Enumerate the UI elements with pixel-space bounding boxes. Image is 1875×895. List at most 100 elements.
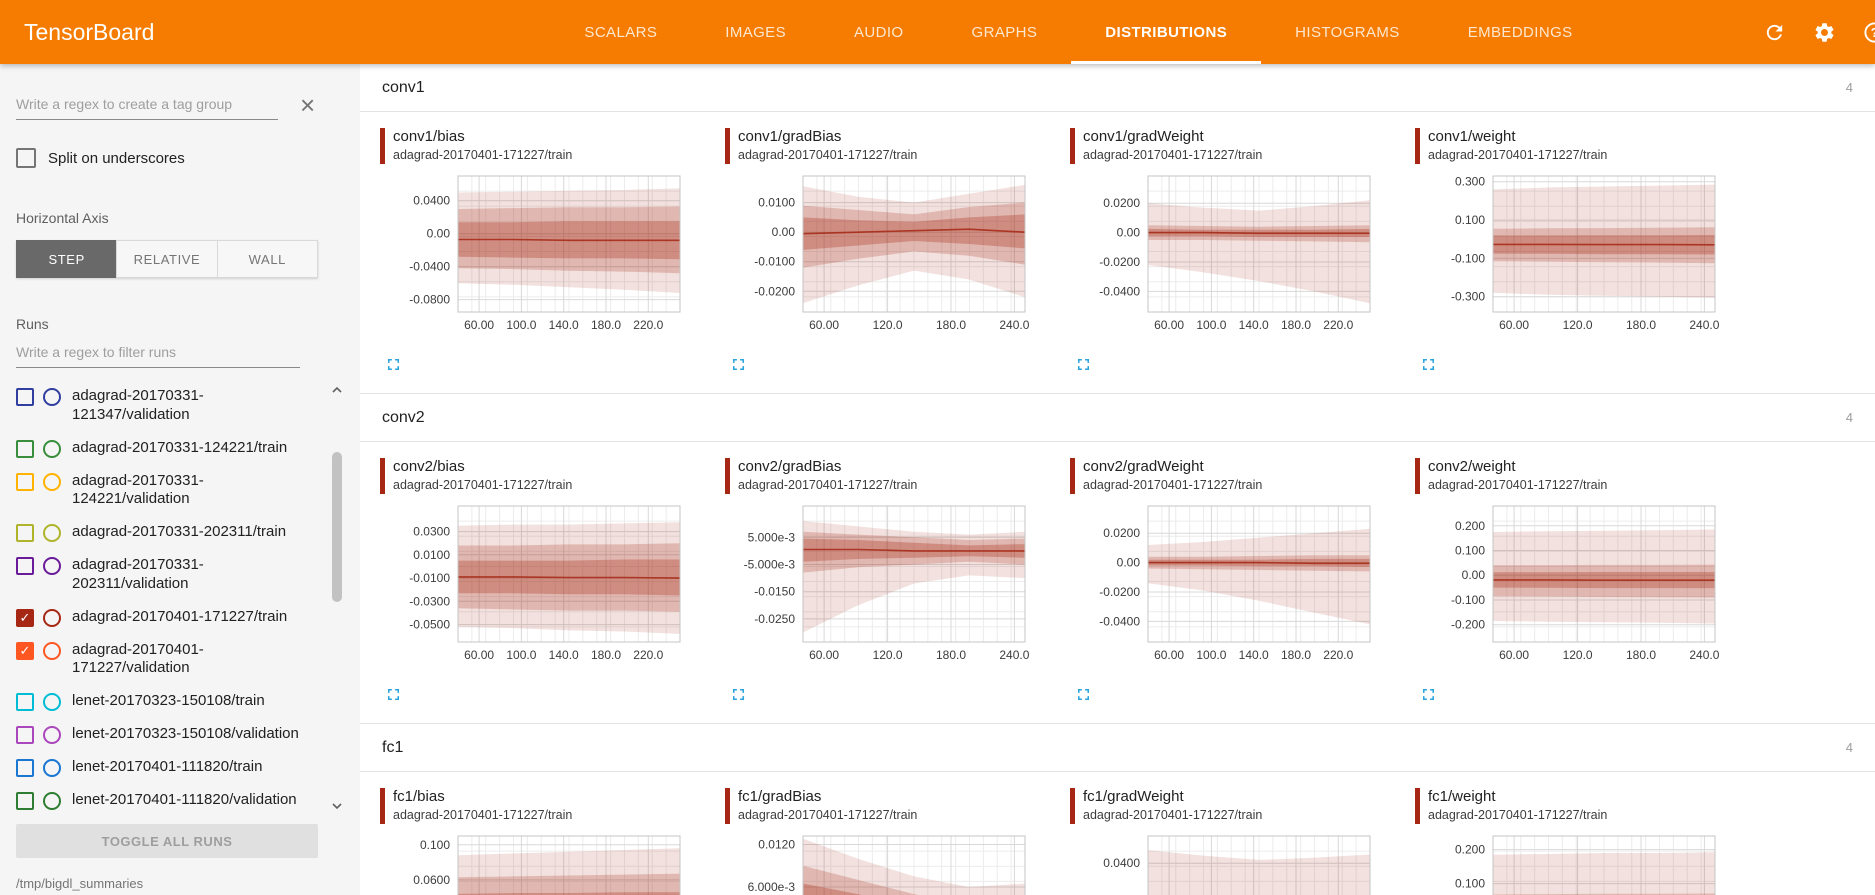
run-checkbox[interactable] <box>16 792 34 810</box>
settings-icon[interactable] <box>1813 20 1837 44</box>
section-header-conv1[interactable]: conv1 4 <box>360 64 1875 112</box>
tab-distributions[interactable]: DISTRIBUTIONS <box>1071 0 1262 64</box>
svg-text:0.00: 0.00 <box>1462 568 1486 582</box>
svg-text:-0.0100: -0.0100 <box>754 255 795 269</box>
expand-chart-button[interactable] <box>729 355 749 375</box>
run-row[interactable]: adagrad-20170331-202311/train <box>16 516 326 549</box>
run-row[interactable]: adagrad-20170331-202311/validation <box>16 549 326 601</box>
expand-chart-button[interactable] <box>1074 685 1094 705</box>
run-checkbox[interactable] <box>16 524 34 542</box>
axis-mode-wall-button[interactable]: WALL <box>216 240 318 278</box>
scroll-up-icon[interactable] <box>331 382 343 393</box>
section-fc1: fc1 4 fc1/bias adagrad-20170401-171227/trai… <box>360 724 1875 895</box>
run-checkbox[interactable] <box>16 726 34 744</box>
distribution-plot[interactable]: 0.0100 0.00 -0.0100 -0.0200 60.00 120.0 180.0 2… <box>725 170 1035 342</box>
chart-run-name: adagrad-20170401-171227/train <box>738 148 918 162</box>
svg-text:0.100: 0.100 <box>420 838 450 852</box>
svg-text:180.0: 180.0 <box>1281 318 1311 332</box>
tab-audio[interactable]: AUDIO <box>854 23 904 41</box>
run-radio[interactable] <box>43 472 61 491</box>
distribution-plot[interactable]: 5.000e-3 -5.000e-3 -0.0150 -0.0250 60.00 120.… <box>725 500 1035 672</box>
svg-text:60.00: 60.00 <box>464 648 494 662</box>
run-radio[interactable] <box>43 759 61 777</box>
run-row[interactable]: lenet-20170401-111820/validation <box>16 784 326 810</box>
expand-chart-button[interactable] <box>1074 355 1094 375</box>
distribution-plot[interactable]: 0.04000.00-0.040060.00100.0140.0180.0220… <box>1070 830 1380 895</box>
distribution-plot[interactable]: 0.0200 0.00 -0.0200 -0.0400 60.00 100.0 140.0 1… <box>1070 500 1380 672</box>
fullscreen-icon <box>1422 688 1435 701</box>
run-row[interactable]: lenet-20170323-150108/validation <box>16 718 326 751</box>
runs-scrollbar[interactable] <box>330 380 344 810</box>
distribution-plot[interactable]: 0.1000.06000.0200-0.020060.00100.0140.01… <box>380 830 690 895</box>
horizontal-axis-selector: STEP RELATIVE WALL <box>16 240 318 278</box>
tab-embeddings[interactable]: EMBEDDINGS <box>1467 23 1573 41</box>
run-row[interactable]: ✓ adagrad-20170401-171227/train <box>16 601 326 634</box>
toggle-all-runs-button[interactable]: TOGGLE ALL RUNS <box>16 824 318 858</box>
scroll-down-icon[interactable] <box>331 798 343 810</box>
help-icon[interactable]: ? <box>1863 20 1875 44</box>
run-checkbox[interactable] <box>16 388 34 406</box>
svg-text:140.0: 140.0 <box>1239 318 1269 332</box>
svg-text:100.0: 100.0 <box>506 648 536 662</box>
split-on-underscores-checkbox[interactable] <box>16 148 36 168</box>
run-row[interactable]: adagrad-20170331-124221/train <box>16 432 326 465</box>
svg-text:0.00: 0.00 <box>772 225 796 239</box>
expand-chart-button[interactable] <box>384 685 404 705</box>
run-radio[interactable] <box>43 641 61 660</box>
run-radio[interactable] <box>43 726 61 744</box>
run-radio[interactable] <box>43 792 61 810</box>
run-row[interactable]: lenet-20170401-111820/train <box>16 751 326 784</box>
run-checkbox[interactable] <box>16 693 34 711</box>
tag-regex-input[interactable] <box>16 90 278 120</box>
run-radio[interactable] <box>43 608 61 627</box>
run-radio[interactable] <box>43 388 61 406</box>
distribution-plot[interactable]: 0.0400 0.00 -0.0400 -0.0800 60.00 100.0 140.0 1… <box>380 170 690 342</box>
svg-text:0.100: 0.100 <box>1455 877 1485 891</box>
clear-tag-regex-button[interactable]: × <box>300 90 316 120</box>
run-filter-input[interactable] <box>16 338 300 368</box>
refresh-icon[interactable] <box>1763 20 1787 44</box>
tab-scalars[interactable]: SCALARS <box>584 23 658 41</box>
run-row[interactable]: lenet-20170323-150108/train <box>16 685 326 718</box>
tab-graphs[interactable]: GRAPHS <box>971 23 1038 41</box>
section-header-fc1[interactable]: fc1 4 <box>360 724 1875 772</box>
distribution-plot[interactable]: 0.0300 0.0100 -0.0100 -0.0300 -0.0500 60.00 10… <box>380 500 690 672</box>
run-checkbox[interactable] <box>16 439 34 458</box>
scrollbar-thumb[interactable] <box>332 452 342 602</box>
svg-text:-0.0800: -0.0800 <box>409 293 450 307</box>
section-header-conv2[interactable]: conv2 4 <box>360 394 1875 442</box>
svg-text:0.0300: 0.0300 <box>413 525 450 539</box>
run-checkbox[interactable] <box>16 472 34 491</box>
run-row[interactable]: ✓ adagrad-20170401-171227/validation <box>16 634 326 686</box>
plot-wrap: 0.0100 0.00 -0.0100 -0.0200 60.00 120.0 180.0 2… <box>725 170 1066 347</box>
expand-chart-button[interactable] <box>729 685 749 705</box>
run-radio[interactable] <box>43 693 61 711</box>
run-checkbox[interactable] <box>16 759 34 777</box>
run-checkbox[interactable] <box>16 557 34 575</box>
run-checkbox[interactable]: ✓ <box>16 641 34 660</box>
axis-mode-relative-button[interactable]: RELATIVE <box>116 240 218 278</box>
run-radio[interactable] <box>43 439 61 458</box>
run-radio[interactable] <box>43 557 61 575</box>
distribution-plot[interactable]: 0.300 0.100 -0.100 -0.300 60.00 120.0 180.0 240… <box>1415 170 1725 342</box>
run-row[interactable]: adagrad-20170331-124221/validation <box>16 465 326 517</box>
axis-mode-step-button[interactable]: STEP <box>16 240 118 278</box>
expand-chart-button[interactable] <box>1419 355 1439 375</box>
run-row[interactable]: adagrad-20170331-121347/validation <box>16 380 326 432</box>
expand-chart-button[interactable] <box>1419 685 1439 705</box>
distribution-plot[interactable]: 0.0200 0.00 -0.0200 -0.0400 60.00 100.0 140.0 1… <box>1070 170 1380 342</box>
distribution-plot[interactable]: 0.200 0.100 0.00 -0.100 -0.200 60.00 120.0 180.… <box>1415 500 1725 672</box>
plot-wrap: 0.0200 0.00 -0.0200 -0.0400 60.00 100.0 140.0 1… <box>1070 500 1411 677</box>
split-on-underscores-row[interactable]: Split on underscores <box>16 148 360 168</box>
run-checkbox[interactable]: ✓ <box>16 608 34 627</box>
svg-text:240.0: 240.0 <box>999 648 1029 662</box>
plot-wrap: 0.200 0.100 0.00 -0.100 -0.200 60.00 120.0 180.… <box>1415 500 1756 677</box>
run-radio[interactable] <box>43 524 61 542</box>
tab-images[interactable]: IMAGES <box>725 23 786 41</box>
chart-card-conv1-weight: conv1/weight adagrad-20170401-171227/trai… <box>1415 128 1756 375</box>
tab-histograms[interactable]: HISTOGRAMS <box>1295 23 1400 41</box>
expand-chart-button[interactable] <box>384 355 404 375</box>
